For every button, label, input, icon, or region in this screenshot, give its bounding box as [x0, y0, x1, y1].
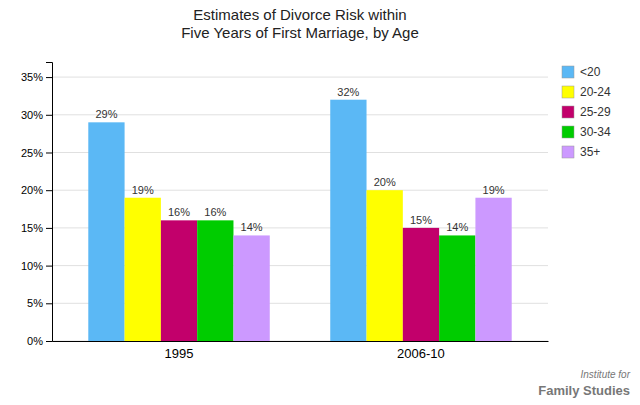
data-label: 19%	[132, 184, 154, 196]
annotation: Family Studies	[538, 383, 630, 398]
bar	[233, 235, 269, 341]
data-label: 16%	[204, 206, 226, 218]
legend-swatch	[562, 106, 574, 118]
data-label: 16%	[168, 206, 190, 218]
bars	[88, 100, 511, 341]
y-tick-mark	[46, 228, 52, 229]
y-axis: 0% 5% 10% 15% 20% 25% 30% 35%	[21, 63, 53, 348]
y-axis-line	[46, 63, 53, 342]
y-tick: 0%	[27, 335, 52, 347]
legend-item: 35+	[562, 145, 600, 159]
grid	[52, 77, 548, 341]
legend-swatch	[562, 146, 574, 158]
grid-line	[52, 190, 548, 191]
y-tick-mark	[46, 77, 52, 78]
bar	[403, 228, 439, 341]
grid-line	[52, 77, 548, 78]
y-tick-label: 0%	[27, 335, 43, 347]
y-tick-label: 15%	[21, 222, 43, 234]
y-tick: 20%	[21, 184, 52, 196]
y-tick-label: 10%	[21, 260, 43, 272]
title: Estimates of Divorce Risk withinFive Yea…	[181, 6, 419, 41]
legend-swatch	[562, 126, 574, 138]
data-labels: 29% 32% 19% 20% 16% 15% 16% 14% 14% 19%	[95, 86, 504, 234]
y-tick-label: 20%	[21, 184, 43, 196]
legend: <20 20-24 25-29 30-34 35+	[562, 65, 611, 159]
x-axis: 1995 2006-10	[53, 342, 549, 362]
y-tick: 30%	[21, 109, 52, 121]
data-label: 32%	[337, 86, 359, 98]
y-tick-mark	[46, 341, 52, 342]
y-tick-label: 35%	[21, 71, 43, 83]
data-label: 15%	[410, 214, 432, 226]
legend-label: 25-29	[580, 105, 611, 119]
x-tick-label: 2006-10	[397, 346, 445, 361]
x-tick: 1995	[165, 346, 194, 361]
legend-item: 25-29	[562, 105, 611, 119]
y-tick: 15%	[21, 222, 52, 234]
y-tick: 25%	[21, 147, 52, 159]
bar	[88, 122, 124, 341]
y-tick-label: 30%	[21, 109, 43, 121]
bar	[197, 220, 233, 341]
x-axis-line	[53, 341, 549, 342]
chart: Estimates of Divorce Risk withinFive Yea…	[0, 0, 640, 405]
y-tick: 10%	[21, 260, 52, 272]
legend-label: 35+	[580, 145, 600, 159]
data-label: 29%	[95, 108, 117, 120]
data-label: 14%	[446, 221, 468, 233]
data-label: 20%	[374, 176, 396, 188]
y-tick-mark	[46, 115, 52, 116]
y-tick-mark	[46, 303, 52, 304]
y-tick: 5%	[27, 297, 52, 309]
data-label: 14%	[241, 221, 263, 233]
grid-line	[52, 114, 548, 115]
x-tick: 2006-10	[397, 346, 445, 361]
y-tick-mark	[46, 266, 52, 267]
legend-label: <20	[580, 65, 601, 79]
bar	[367, 190, 403, 341]
data-label: 19%	[483, 184, 505, 196]
y-tick-label: 25%	[21, 147, 43, 159]
x-tick-label: 1995	[165, 346, 194, 361]
legend-label: 20-24	[580, 85, 611, 99]
legend-label: 30-34	[580, 125, 611, 139]
y-tick-label: 5%	[27, 297, 43, 309]
annotation: Institute for	[581, 369, 631, 380]
y-tick: 35%	[21, 71, 52, 83]
legend-item: 30-34	[562, 125, 611, 139]
bar	[125, 198, 161, 341]
bar	[475, 198, 511, 341]
grid-line	[52, 152, 548, 153]
bar	[330, 100, 366, 341]
y-tick-mark	[46, 190, 52, 191]
legend-swatch	[562, 66, 574, 78]
legend-item: <20	[562, 65, 601, 79]
bar	[439, 235, 475, 341]
y-tick-mark	[46, 152, 52, 153]
bar	[161, 220, 197, 341]
legend-item: 20-24	[562, 85, 611, 99]
legend-swatch	[562, 86, 574, 98]
